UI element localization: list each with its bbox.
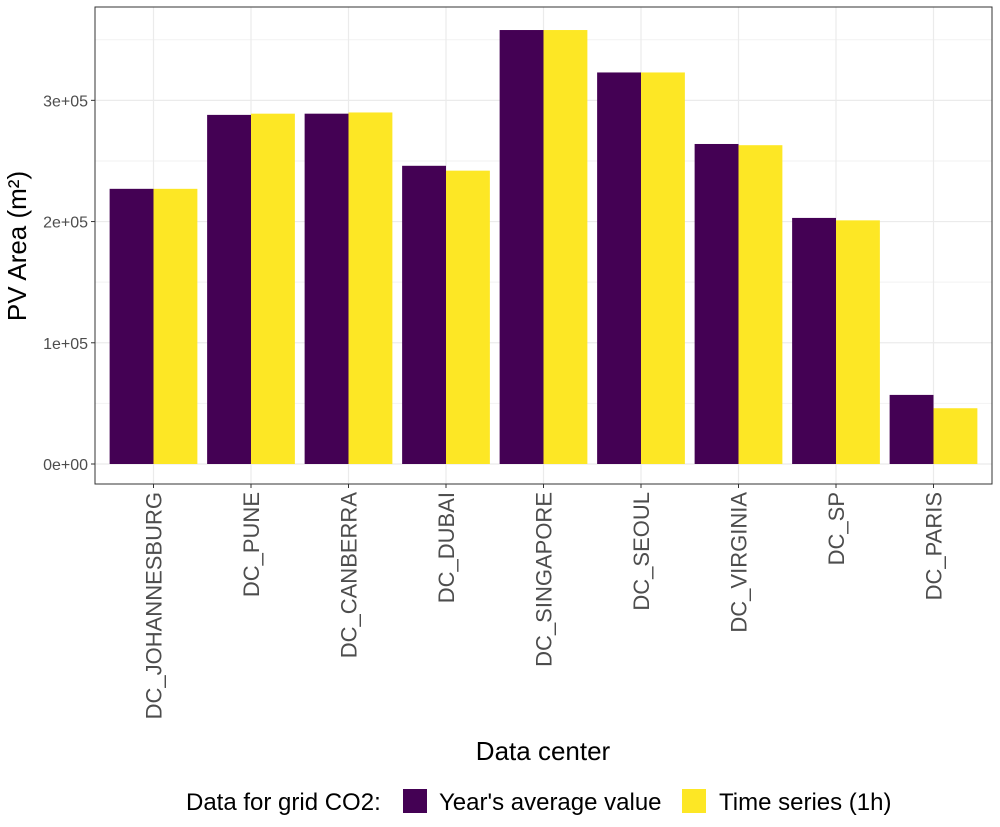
bar-year-average-dc_paris xyxy=(889,394,934,464)
x-axis-title: Data center xyxy=(476,736,611,766)
y-tick-label: 0e+00 xyxy=(43,457,88,474)
x-tick-label: DC_PARIS xyxy=(922,492,947,600)
legend: Data for grid CO2: Year's average value … xyxy=(186,789,891,816)
y-axis-title: PV Area (m²) xyxy=(2,171,32,321)
x-tick-label: DC_PUNE xyxy=(239,492,264,597)
bar-year-average-dc_johannesburg xyxy=(109,188,154,464)
y-tick-label: 3e+05 xyxy=(43,93,88,110)
bar-year-average-dc_dubai xyxy=(402,165,446,464)
y-axis: 0e+00 1e+05 2e+05 3e+05 xyxy=(43,93,95,474)
bar-year-average-dc_seoul xyxy=(597,72,641,464)
bar-time-series-dc_canberra xyxy=(348,112,393,464)
bar-time-series-dc_dubai xyxy=(446,170,490,464)
bar-time-series-dc_paris xyxy=(933,408,978,464)
x-tick-label: DC_SP xyxy=(824,492,849,565)
y-tick-label: 2e+05 xyxy=(43,215,88,232)
x-tick-label: DC_SEOUL xyxy=(629,492,654,611)
legend-swatch-year-average xyxy=(403,789,427,813)
bars xyxy=(109,30,978,464)
x-tick-label: DC_DUBAI xyxy=(434,492,459,603)
bar-year-average-dc_sp xyxy=(792,217,836,464)
bar-time-series-dc_johannesburg xyxy=(153,188,198,464)
x-axis: DC_JOHANNESBURG DC_PUNE DC_CANBERRA DC_DUBA… xyxy=(142,484,947,719)
bar-year-average-dc_singapore xyxy=(499,30,544,464)
bar-time-series-dc_seoul xyxy=(641,72,685,464)
x-tick-label: DC_SINGAPORE xyxy=(532,492,557,667)
bar-year-average-dc_pune xyxy=(207,114,251,464)
x-tick-label: DC_VIRGINIA xyxy=(727,492,752,633)
legend-label-time-series: Time series (1h) xyxy=(719,789,891,816)
legend-swatch-time-series xyxy=(682,789,706,813)
x-tick-label: DC_JOHANNESBURG xyxy=(142,492,167,719)
legend-title: Data for grid CO2: xyxy=(186,789,381,816)
bar-time-series-dc_sp xyxy=(836,220,880,464)
y-tick-label: 1e+05 xyxy=(43,336,88,353)
bar-time-series-dc_virginia xyxy=(738,145,783,464)
bar-time-series-dc_singapore xyxy=(543,30,588,464)
bar-time-series-dc_pune xyxy=(251,113,295,464)
bar-year-average-dc_virginia xyxy=(694,143,739,464)
x-tick-label: DC_CANBERRA xyxy=(337,492,362,659)
bar-year-average-dc_canberra xyxy=(304,113,349,464)
legend-label-year-average: Year's average value xyxy=(439,789,662,816)
